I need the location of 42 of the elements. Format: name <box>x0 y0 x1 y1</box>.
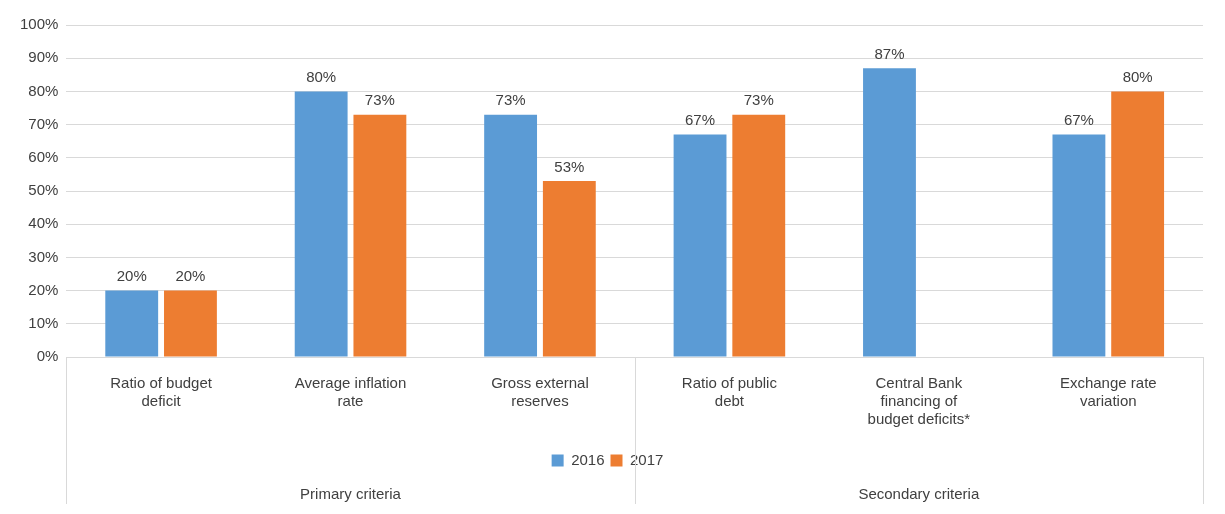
data-label: 67% <box>685 111 716 129</box>
bar <box>164 290 217 357</box>
x-tick-label: Average inflation rate <box>294 374 407 410</box>
y-tick-label: 10% <box>28 313 59 331</box>
bar <box>294 91 348 357</box>
data-label: 20% <box>116 267 147 285</box>
y-tick-label: 0% <box>36 347 59 365</box>
y-tick-label: 90% <box>28 48 59 66</box>
x-tick-label: Ratio of public debt <box>681 374 778 410</box>
y-tick-label: 60% <box>28 147 59 165</box>
y-tick-label: 70% <box>28 114 59 132</box>
data-label: 80% <box>306 68 337 86</box>
data-label: 73% <box>743 91 774 109</box>
data-label: 73% <box>364 91 395 109</box>
legend-label: 2016 <box>571 450 605 468</box>
y-tick-label: 80% <box>28 81 59 99</box>
bar <box>673 134 727 357</box>
y-tick-label: 50% <box>28 181 59 199</box>
y-tick-label: 20% <box>28 280 59 298</box>
bar <box>353 114 407 357</box>
bar <box>1052 134 1106 357</box>
bar <box>732 114 786 357</box>
data-label: 20% <box>175 267 206 285</box>
bar <box>105 290 159 357</box>
data-label: 87% <box>874 44 905 62</box>
bar <box>542 181 596 357</box>
x-tick-label: Central Bank financing of budget deficits* <box>867 374 971 428</box>
y-tick-label: 30% <box>28 247 59 265</box>
y-tick-label: 40% <box>28 214 59 232</box>
text: Secondary criteria <box>858 484 980 502</box>
text: Primary criteria <box>300 484 402 502</box>
data-label: 53% <box>554 157 585 175</box>
bar <box>863 68 916 357</box>
data-label: 80% <box>1122 68 1153 86</box>
bar <box>484 114 538 357</box>
x-tick-label: Ratio of budget deficit <box>110 374 213 410</box>
data-label: 73% <box>495 91 526 109</box>
x-tick-label: Exchange rate variation <box>1059 374 1157 410</box>
bar <box>1111 91 1165 357</box>
x-tick-label: Gross external reserves <box>491 374 589 410</box>
y-tick-label: 100% <box>19 15 59 33</box>
data-label: 67% <box>1063 111 1094 129</box>
